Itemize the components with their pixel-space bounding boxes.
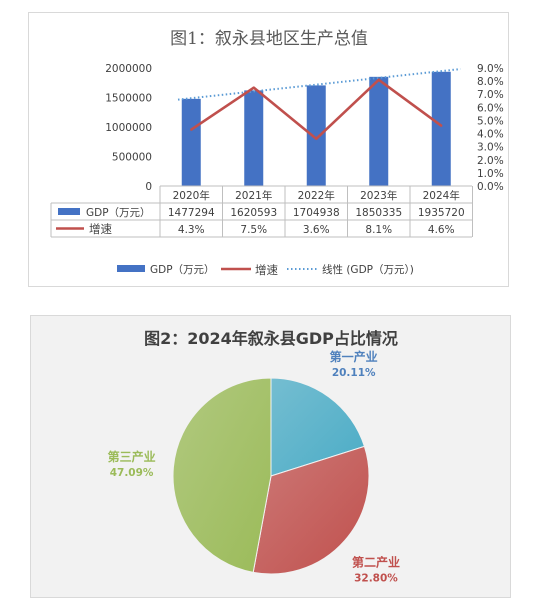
x-category-label: 2024年 (423, 189, 460, 202)
y2-tick-label: 9.0% (477, 63, 504, 75)
y-tick-label: 2000000 (105, 63, 152, 75)
table-cell-growth: 3.6% (303, 224, 330, 236)
growth-rate-point (377, 78, 380, 82)
gdp-bar (369, 76, 389, 186)
gdp-bar (181, 98, 201, 186)
y2-tick-label: 5.0% (477, 115, 504, 127)
y-tick-label: 0 (145, 181, 152, 193)
chart-title: 图2：2024年叙永县GDP占比情况 (144, 329, 398, 348)
table-cell-gdp: 1850335 (355, 207, 402, 219)
y2-tick-label: 4.0% (477, 129, 504, 141)
y2-tick-label: 3.0% (477, 142, 504, 154)
pie-slice-3 (172, 377, 272, 573)
y-tick-label: 500000 (112, 152, 152, 164)
y2-tick-label: 8.0% (477, 76, 504, 88)
pie-slice-1 (270, 377, 366, 477)
gdp-share-chart-panel: 图2：2024年叙永县GDP占比情况 第一产业 20.11% 第二产业 32.80% 第三… (30, 315, 511, 598)
y-tick-label: 1000000 (105, 122, 152, 134)
table-cell-gdp: 1620593 (230, 207, 277, 219)
gdp-bar (244, 90, 264, 186)
y2-tick-label: 6.0% (477, 102, 504, 114)
slice-label: 第二产业 (352, 555, 400, 570)
x-category-label: 2022年 (298, 189, 335, 202)
slice-value-label: 47.09% (110, 467, 154, 479)
y2-tick-label: 7.0% (477, 89, 504, 101)
legend-label-gdp: GDP（万元） (150, 264, 215, 276)
y2-tick-label: 1.0% (477, 168, 504, 180)
gdp-trendline (177, 68, 461, 101)
pie-slice-2 (252, 445, 370, 575)
y2-tick-label: 0.0% (477, 181, 504, 193)
table-cell-gdp: 1704938 (293, 207, 340, 219)
gdp-bar (431, 71, 451, 186)
legend-label-growth: 增速 (255, 263, 278, 277)
growth-rate-point (315, 137, 318, 140)
table-cell-growth: 7.5% (240, 224, 267, 236)
y2-tick-label: 2.0% (477, 155, 504, 167)
slice-label: 第一产业 (330, 349, 378, 364)
table-cell-growth: 4.6% (428, 224, 455, 236)
growth-rate-point (440, 124, 443, 127)
slice-label: 第三产业 (108, 449, 156, 464)
table-cell-growth: 8.1% (365, 224, 392, 236)
table-cell-growth: 4.3% (178, 224, 205, 236)
legend-key-gdp (117, 265, 145, 272)
table-cell-gdp: 1477294 (168, 207, 215, 219)
slice-value-label: 32.80% (354, 573, 398, 585)
gdp-chart: 图1：叙永县地区生产总值 2000000 1500000 1000000 500000 0… (50, 29, 504, 277)
table-cell-gdp: 1935720 (418, 207, 465, 219)
x-category-label: 2021年 (235, 189, 272, 202)
growth-rate-point (252, 86, 255, 89)
y-tick-label: 1500000 (105, 93, 152, 105)
gdp-bar (306, 85, 326, 186)
legend-label-trendline: 线性 (GDP（万元）) (322, 263, 414, 276)
table-row-label-gdp: GDP（万元） (86, 207, 151, 219)
growth-rate-point (190, 128, 193, 131)
chart-title: 图1：叙永县地区生产总值 (170, 29, 368, 49)
slice-value-label: 20.11% (332, 367, 376, 379)
x-category-label: 2023年 (360, 189, 397, 202)
table-row-label-growth: 增速 (89, 222, 112, 236)
table-key-gdp (58, 208, 80, 215)
x-category-label: 2020年 (173, 189, 210, 202)
gdp-chart-panel: 图1：叙永县地区生产总值 2000000 1500000 1000000 500000 0… (28, 12, 509, 287)
